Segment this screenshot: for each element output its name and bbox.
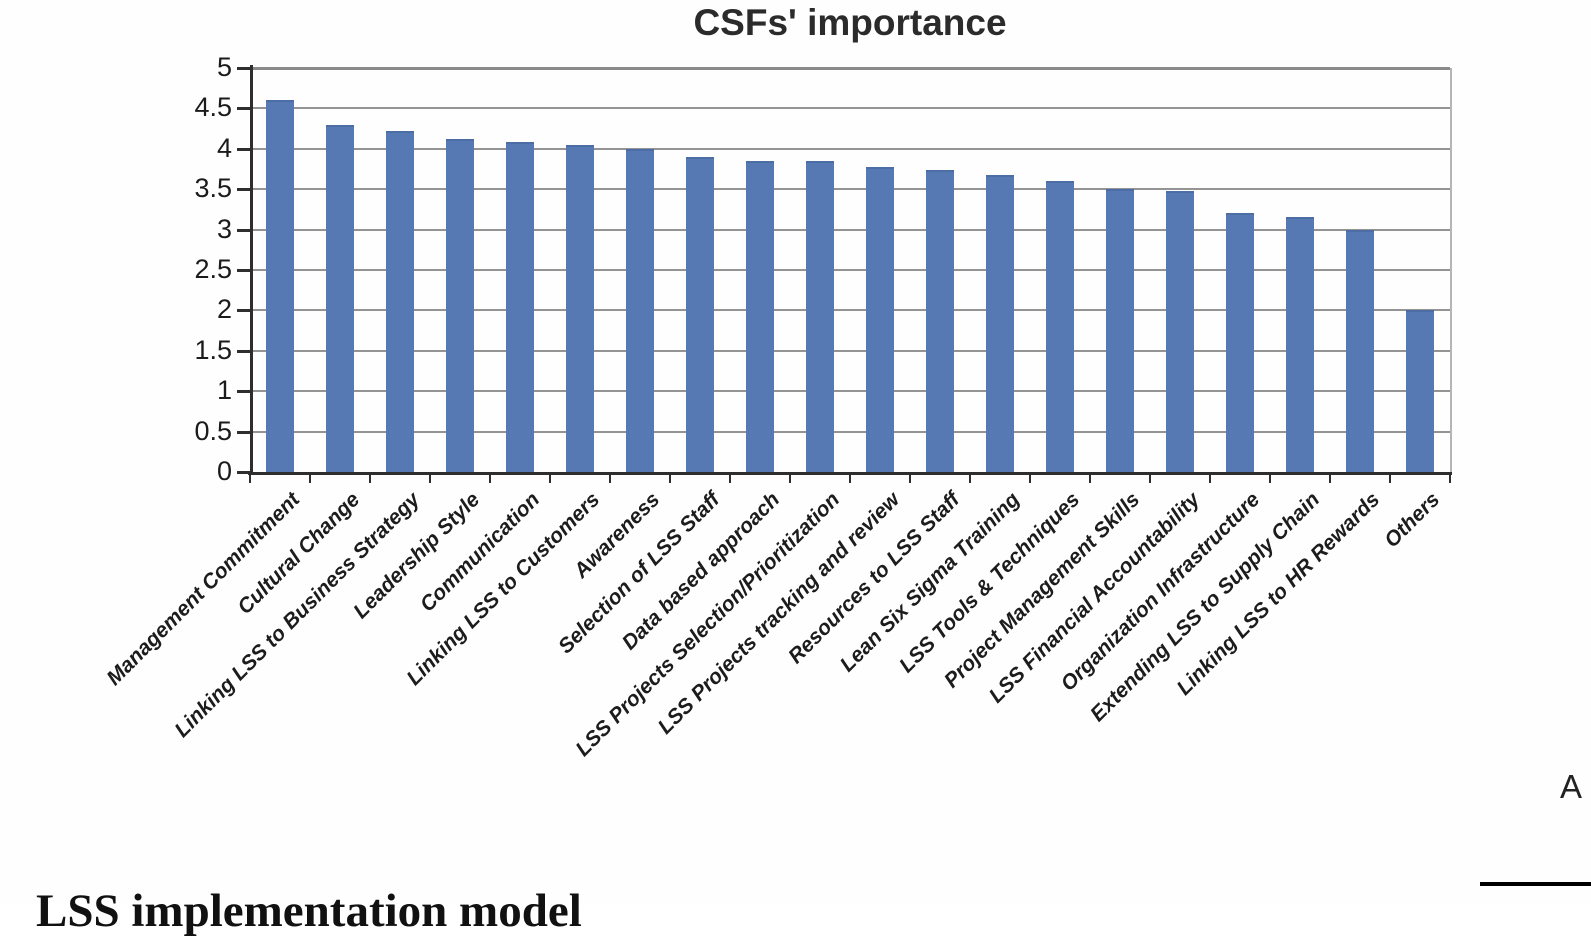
y-axis-tick-label: 2.5 bbox=[194, 254, 232, 284]
x-axis-tick-mark bbox=[1449, 474, 1451, 483]
y-axis-tick-mark bbox=[237, 188, 250, 192]
gridline bbox=[250, 349, 1450, 352]
y-axis-tick-mark bbox=[237, 390, 250, 394]
y-axis-tick-label: 5 bbox=[216, 52, 232, 82]
gridline bbox=[250, 269, 1450, 271]
margin-letter: A bbox=[1560, 768, 1583, 805]
x-axis-tick-mark bbox=[1149, 474, 1151, 483]
x-axis-tick-mark bbox=[849, 474, 851, 483]
x-axis-tick-mark bbox=[1389, 474, 1391, 483]
bar bbox=[626, 148, 654, 472]
chart-title: CSFs' importance bbox=[693, 2, 1007, 43]
gridline bbox=[250, 390, 1450, 393]
y-axis-line bbox=[250, 65, 253, 475]
plot-right-border bbox=[1450, 68, 1452, 472]
x-axis-tick-mark bbox=[789, 474, 791, 483]
y-axis-tick-mark bbox=[237, 228, 250, 232]
y-axis-tick-label: 4.5 bbox=[194, 92, 232, 123]
bar bbox=[1346, 229, 1374, 472]
scanned-page: CSFs' importance 0 0.5 1 1.5 2 2.5 3 3.5 4 4.5 5 Ma… bbox=[36, 2, 1591, 937]
y-axis-tick-mark bbox=[237, 107, 250, 111]
bar bbox=[566, 144, 594, 472]
bar bbox=[686, 156, 714, 472]
bar bbox=[266, 100, 294, 472]
x-axis-tick-mark bbox=[489, 474, 491, 483]
y-axis-tick-mark bbox=[237, 471, 250, 474]
bar bbox=[1226, 213, 1254, 472]
x-axis-tick-mark bbox=[549, 474, 551, 483]
x-axis-tick-mark bbox=[1209, 474, 1211, 483]
gridline bbox=[250, 430, 1450, 433]
x-axis-tick-mark bbox=[669, 474, 671, 483]
x-axis-tick-mark bbox=[909, 474, 911, 483]
x-axis-tick-mark bbox=[969, 474, 971, 483]
y-axis-tick-label: 0 bbox=[216, 456, 232, 486]
bar bbox=[986, 175, 1014, 472]
bar bbox=[446, 139, 474, 472]
y-axis-tick-mark bbox=[237, 309, 250, 313]
y-axis-tick-label: 1.5 bbox=[194, 334, 232, 365]
y-axis-tick-mark bbox=[237, 67, 250, 70]
bar bbox=[1046, 181, 1074, 472]
bar bbox=[926, 169, 954, 472]
y-axis-tick-label: 3.5 bbox=[194, 173, 232, 204]
y-axis-tick-mark bbox=[237, 147, 250, 151]
x-axis-line bbox=[248, 472, 1452, 475]
y-axis-tick-label: 0.5 bbox=[194, 415, 232, 446]
gridline bbox=[250, 309, 1450, 312]
gridline bbox=[250, 228, 1450, 231]
x-axis-tick-mark bbox=[369, 474, 371, 483]
bar bbox=[866, 167, 894, 472]
x-axis-tick-mark bbox=[609, 474, 611, 483]
bar bbox=[326, 124, 354, 472]
x-axis-category-label: Others bbox=[1380, 488, 1445, 553]
x-axis-tick-mark bbox=[1029, 474, 1031, 483]
bar bbox=[806, 160, 834, 472]
y-axis-tick-mark bbox=[237, 430, 250, 434]
gridline bbox=[250, 147, 1450, 150]
bar bbox=[1106, 189, 1134, 472]
cropped-bottom-heading: LSS implementation model bbox=[36, 885, 582, 937]
x-axis-tick-mark bbox=[429, 474, 431, 483]
x-axis-tick-mark bbox=[1089, 474, 1091, 483]
bar bbox=[1286, 217, 1314, 472]
x-axis-tick-mark bbox=[729, 474, 731, 483]
y-axis-tick-label: 4 bbox=[216, 132, 232, 163]
y-axis-tick-mark bbox=[237, 269, 250, 272]
bar bbox=[746, 160, 774, 472]
bar bbox=[1166, 190, 1194, 472]
x-axis-tick-mark bbox=[249, 474, 251, 483]
bar bbox=[1406, 310, 1434, 472]
y-axis-tick-label: 2 bbox=[216, 294, 232, 325]
bar bbox=[506, 142, 534, 472]
x-axis-tick-mark bbox=[1329, 474, 1331, 483]
gridline bbox=[250, 188, 1450, 191]
footnote-divider-line bbox=[1480, 882, 1591, 886]
y-axis-tick-label: 1 bbox=[216, 375, 232, 406]
y-axis-tick-mark bbox=[237, 349, 250, 353]
x-axis-tick-mark bbox=[1269, 474, 1271, 483]
bar bbox=[386, 131, 414, 472]
gridline bbox=[250, 67, 1450, 70]
x-axis-tick-mark bbox=[309, 474, 311, 483]
gridline bbox=[250, 107, 1450, 110]
x-axis-category-label: Linking LSS to Business Strategy bbox=[170, 488, 425, 742]
y-axis-tick-label: 3 bbox=[216, 213, 232, 244]
